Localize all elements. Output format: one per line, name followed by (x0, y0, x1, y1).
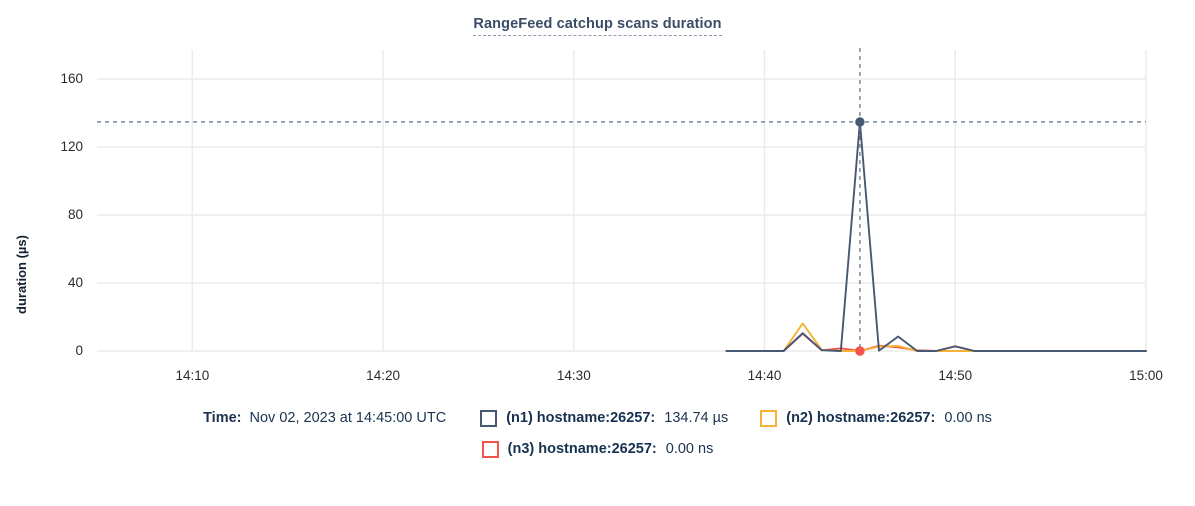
y-axis-label: duration (µs) (14, 235, 29, 314)
y-tick-label: 120 (60, 139, 83, 154)
x-tick-label: 14:30 (556, 368, 591, 383)
legend-swatch-n1 (480, 410, 498, 427)
x-tick-label: 14:40 (747, 368, 782, 383)
legend-swatch-n3 (481, 441, 499, 458)
x-tick-label: 14:20 (366, 368, 400, 383)
plot-area: duration (µs) 0 40 80 120 160 14:10 14:20 14:30… (0, 46, 1195, 383)
legend-value-n2: 0.00 ns (944, 410, 992, 427)
chart-title: RangeFeed catchup scans duration (0, 16, 1195, 36)
legend-swatch-n2 (760, 410, 778, 427)
y-tick-label: 80 (67, 207, 83, 222)
x-tick-label: 15:00 (1129, 368, 1163, 383)
chart-legend: Time: Nov 02, 2023 at 14:45:00 UTC (n1) … (0, 410, 1195, 458)
legend-label-n2: (n2) hostname:26257: (786, 410, 936, 427)
chart-title-text: RangeFeed catchup scans duration (473, 16, 722, 36)
legend-entry-n3[interactable]: (n3) hostname:26257: 0.00 ns (481, 441, 714, 458)
x-tick-label: 14:10 (175, 368, 210, 383)
y-tick-label: 160 (60, 71, 83, 86)
legend-time-value: Nov 02, 2023 at 14:45:00 UTC (249, 410, 447, 427)
plot-svg (97, 48, 1147, 356)
y-tick-label: 0 (75, 343, 83, 358)
legend-row-primary: Time: Nov 02, 2023 at 14:45:00 UTC (n1) … (0, 410, 1195, 427)
legend-entry-n1[interactable]: (n1) hostname:26257: 134.74 µs (480, 410, 728, 427)
legend-label-n1: (n1) hostname:26257: (506, 410, 656, 427)
legend-label-n3: (n3) hostname:26257: (507, 441, 657, 458)
legend-row-secondary: (n3) hostname:26257: 0.00 ns (0, 441, 1195, 458)
x-tick-label: 14:50 (938, 368, 973, 383)
legend-time: Time: Nov 02, 2023 at 14:45:00 UTC (203, 411, 446, 426)
legend-time-key: Time: (203, 410, 242, 427)
legend-value-n3: 0.00 ns (665, 441, 714, 458)
y-tick-label: 40 (67, 275, 83, 290)
legend-entry-n2[interactable]: (n2) hostname:26257: 0.00 ns (760, 410, 992, 427)
legend-value-n1: 134.74 µs (664, 410, 729, 427)
